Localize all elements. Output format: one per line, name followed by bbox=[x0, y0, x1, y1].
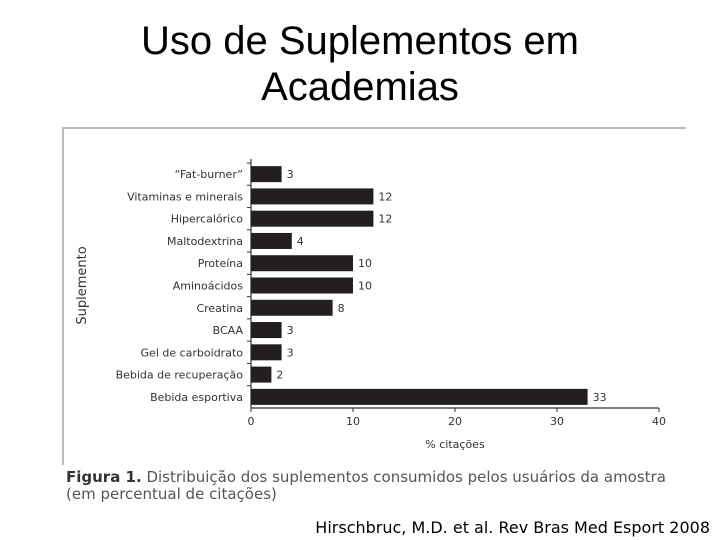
data-label: 2 bbox=[276, 369, 283, 382]
data-label: 4 bbox=[297, 235, 304, 248]
chart-container: “Fat-burner” 3 Vitaminas e minerais 12 Hiper… bbox=[62, 127, 692, 463]
bar bbox=[251, 166, 282, 183]
y-tick-label: Bebida de recuperação bbox=[116, 369, 244, 382]
figure-caption-text: Distribuição dos suplementos consumidos … bbox=[66, 468, 666, 503]
x-tick-label: 0 bbox=[248, 415, 255, 428]
x-tick-label: 10 bbox=[346, 415, 360, 428]
y-tick-label: Bebida esportiva bbox=[150, 391, 243, 404]
y-tick-label: Hipercalórico bbox=[171, 213, 244, 226]
data-label: 10 bbox=[358, 280, 372, 293]
figure-caption: Figura 1. Distribuição dos suplementos c… bbox=[66, 469, 696, 503]
y-tick-label: Maltodextrina bbox=[167, 235, 243, 248]
bar bbox=[251, 210, 374, 227]
figure-frame bbox=[62, 127, 686, 465]
data-label: 12 bbox=[378, 190, 392, 203]
page-title-line-1: Uso de Suplementos em bbox=[140, 19, 579, 63]
bar bbox=[251, 277, 353, 294]
bar bbox=[251, 232, 292, 249]
y-tick-label: “Fat-burner” bbox=[175, 168, 243, 181]
x-tick-label: 20 bbox=[448, 415, 462, 428]
source-citation: Hirschbruc, M.D. et al. Rev Bras Med Esp… bbox=[315, 518, 710, 537]
y-tick-label: BCAA bbox=[213, 324, 244, 337]
bar bbox=[251, 366, 272, 383]
data-label: 3 bbox=[287, 324, 294, 337]
data-label: 12 bbox=[378, 213, 392, 226]
y-tick-label: Gel de carboidrato bbox=[141, 346, 244, 359]
y-axis-label: Suplemento bbox=[75, 246, 90, 324]
bar-chart: “Fat-burner” 3 Vitaminas e minerais 12 Hiper… bbox=[75, 159, 666, 451]
data-label: 3 bbox=[287, 346, 294, 359]
bar bbox=[251, 255, 353, 272]
bar bbox=[251, 322, 282, 339]
figure-caption-label: Figura 1. bbox=[66, 468, 142, 486]
y-tick-label: Aminoácidos bbox=[173, 280, 244, 293]
y-tick-label: Creatina bbox=[196, 302, 243, 315]
data-label: 8 bbox=[338, 302, 345, 315]
page-title-line-2: Academias bbox=[261, 65, 459, 109]
x-axis-label: % citações bbox=[425, 438, 485, 451]
data-label: 3 bbox=[287, 168, 294, 181]
bar bbox=[251, 188, 374, 205]
x-tick-label: 40 bbox=[652, 415, 666, 428]
x-tick-label: 30 bbox=[550, 415, 564, 428]
bar bbox=[251, 299, 333, 316]
data-label: 10 bbox=[358, 257, 372, 270]
data-label: 33 bbox=[593, 391, 607, 404]
bar bbox=[251, 388, 588, 405]
y-tick-label: Proteína bbox=[198, 257, 243, 270]
bar bbox=[251, 344, 282, 361]
page-title: Uso de Suplementos em Academias bbox=[0, 18, 720, 110]
y-tick-label: Vitaminas e minerais bbox=[127, 190, 243, 203]
